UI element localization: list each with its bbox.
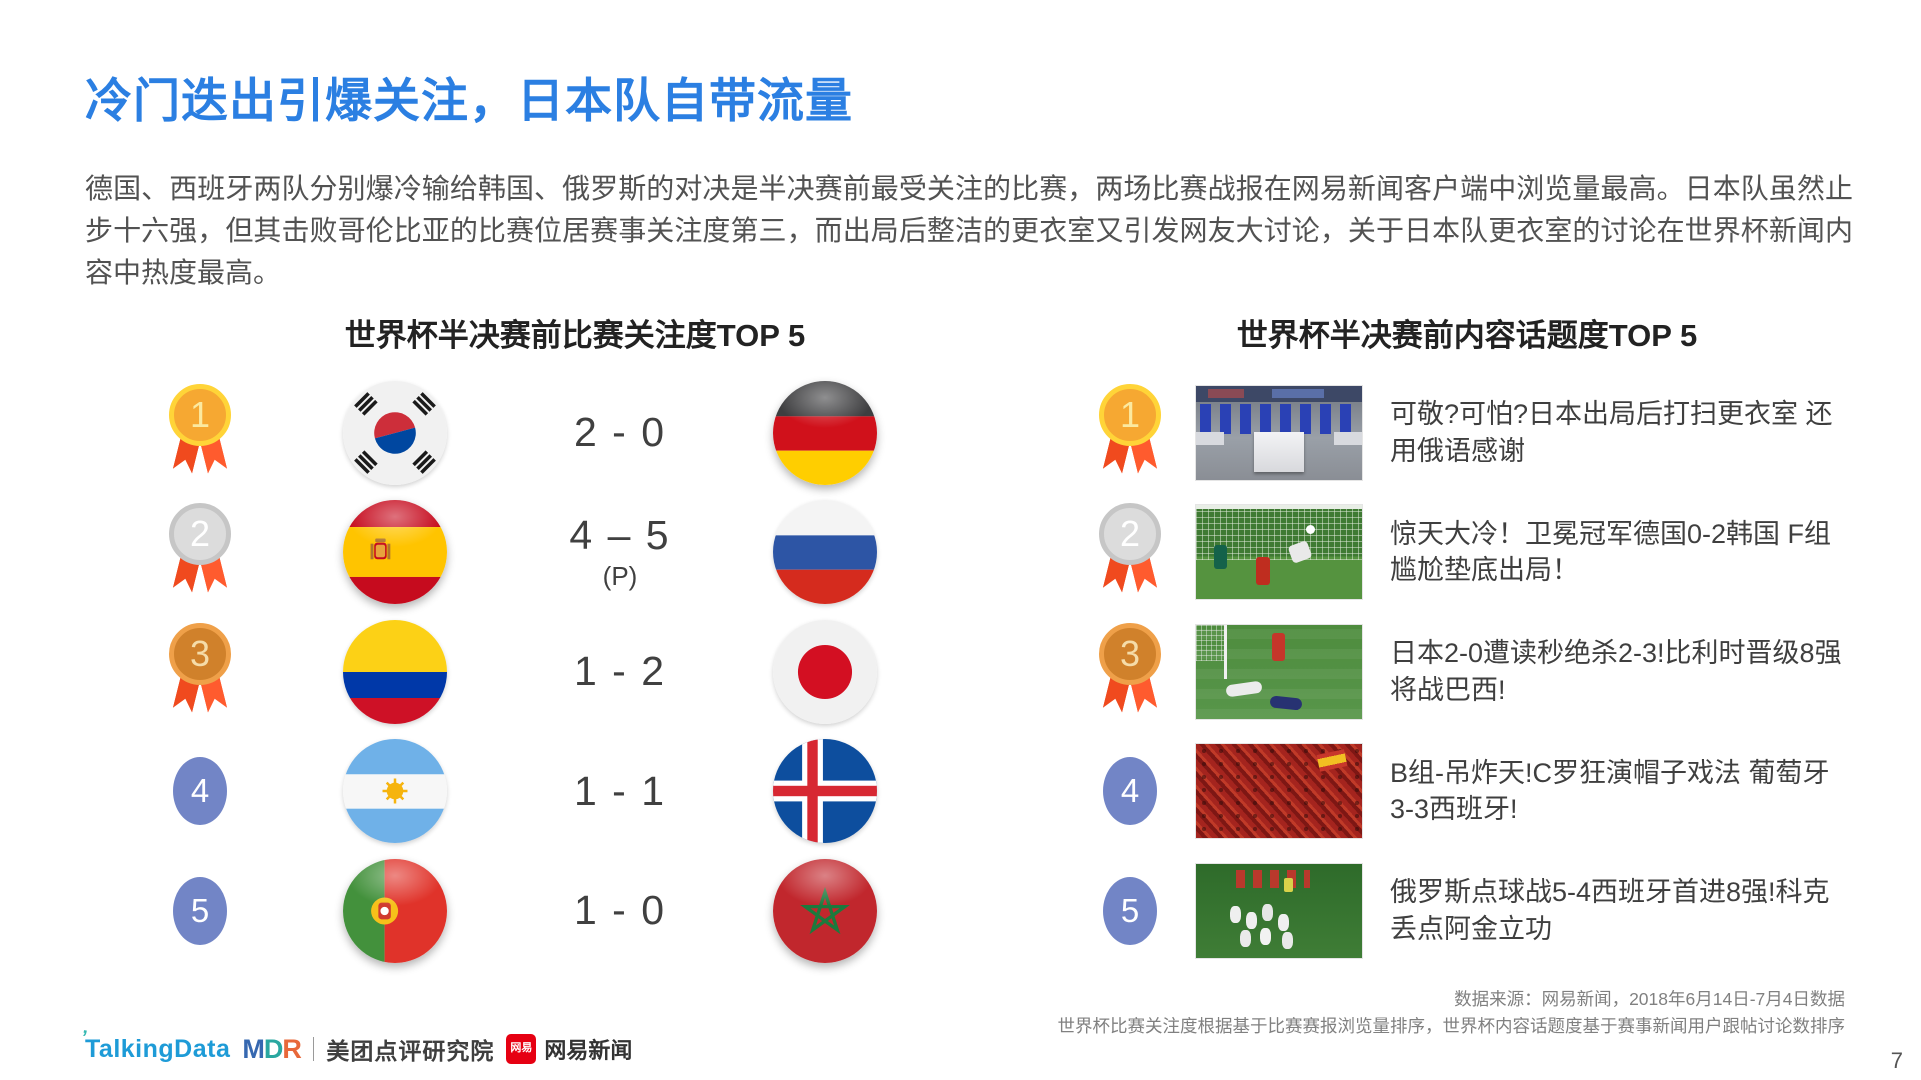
news-row: 1 可敬?可怕?日本出局后打扫更衣室 还用俄语感谢 — [1060, 373, 1860, 493]
match-score: 1 - 0 — [573, 887, 667, 934]
rank-circle: 4 — [173, 757, 227, 826]
netease-badge-icon: 网易 — [506, 1034, 537, 1064]
match-row: 4 1 - 1 — [120, 732, 930, 852]
rank-number: 3 — [169, 622, 231, 685]
iceland-flag-icon — [773, 739, 877, 844]
colombia-flag-icon — [343, 619, 447, 724]
germany-flag-icon — [773, 380, 877, 485]
bronze-medal-icon: 3 — [165, 622, 235, 721]
page-title: 冷门迭出引爆关注，日本队自带流量 — [85, 74, 853, 127]
russia-spain-celebrate-photo — [1196, 863, 1362, 958]
data-source-note: 数据来源：网易新闻，2018年6月14日-7月4日数据 世界杯比赛关注度根据基于… — [1058, 986, 1846, 1040]
news-headline: 日本2-0遭读秒绝杀2-3!比利时晋级8强将战巴西! — [1390, 638, 1842, 705]
news-headline: 可敬?可怕?日本出局后打扫更衣室 还用俄语感谢 — [1390, 399, 1833, 466]
penalty-note: (P) — [602, 561, 638, 592]
news-row: 4 B组-吊炸天!C罗狂演帽子戏法 葡萄牙3-3西班牙! — [1060, 732, 1860, 852]
rank-circle: 5 — [1103, 876, 1157, 945]
japan-locker-room-photo — [1196, 385, 1362, 480]
netease-news-label: 网易新闻 — [544, 1038, 633, 1063]
slide-body-text: 德国、西班牙两队分别爆冷输给韩国、俄罗斯的对决是半决赛前最受关注的比赛，两场比赛… — [85, 173, 1853, 288]
logo-divider — [312, 1037, 315, 1061]
rank-circle: 4 — [1103, 757, 1157, 826]
news-headline: B组-吊炸天!C罗狂演帽子戏法 葡萄牙3-3西班牙! — [1390, 757, 1830, 825]
germany-korea-goal-photo — [1196, 505, 1362, 600]
mdr-logo: MDR — [242, 1033, 301, 1064]
russia-flag-icon — [773, 500, 877, 605]
japan-belgium-pitch-photo — [1196, 624, 1362, 719]
left-section-title: 世界杯半决赛前比赛关注度TOP 5 — [344, 318, 806, 353]
portugal-spain-fans-photo — [1196, 744, 1362, 839]
match-row: 3 1 - 2 — [120, 612, 930, 732]
south-korea-flag-icon — [343, 380, 447, 485]
spain-flag-icon — [343, 500, 447, 605]
data-source-line2: 世界杯比赛关注度根据基于比赛赛报浏览量排序，世界杯内容话题度基于赛事新闻用户跟帖… — [1057, 1016, 1846, 1037]
news-row: 2 惊天大冷！卫冕冠军德国0-2韩国 F组尴尬垫底出局！ — [1060, 493, 1860, 613]
news-headline: 俄罗斯点球战5-4西班牙首进8强!科克丢点阿金立功 — [1390, 877, 1830, 944]
news-headline: 惊天大冷！卫冕冠军德国0-2韩国 F组尴尬垫底出局！ — [1390, 518, 1832, 586]
silver-medal-icon: 2 — [165, 503, 235, 601]
match-score: 4 – 5 (P) — [510, 512, 730, 592]
portugal-flag-icon — [343, 858, 447, 963]
japan-flag-icon — [773, 619, 877, 724]
silver-medal-icon: 2 — [1095, 503, 1165, 601]
news-row: 3 日本2-0遭读秒绝杀2-3!比利时晋级8强将战巴西! — [1060, 612, 1860, 732]
rank-number: 2 — [169, 503, 231, 566]
right-section-title: 世界杯半决赛前内容话题度TOP 5 — [1236, 318, 1698, 353]
rank-number: 1 — [169, 383, 231, 446]
data-source-line1: 数据来源：网易新闻，2018年6月14日-7月4日数据 — [1454, 989, 1845, 1009]
match-score: 1 - 1 — [573, 767, 667, 814]
morocco-flag-icon — [773, 858, 877, 963]
match-row: 5 1 - 0 — [120, 851, 930, 971]
page-number: 7 — [1890, 1048, 1903, 1073]
footer-logos: ’ TalkingData MDR 美团点评研究院 网易 网易新闻 — [78, 1026, 633, 1066]
match-score: 1 - 2 — [573, 648, 667, 695]
match-row: 2 4 – 5 — [120, 493, 930, 613]
news-ranking-list: 1 可敬?可怕?日本出局后打扫更衣室 还用俄语感谢 2 惊天大冷！卫冕冠军德国 — [1060, 373, 1860, 971]
rank-number: 2 — [1099, 503, 1161, 566]
gold-medal-icon: 1 — [165, 383, 235, 482]
match-row: 1 — [120, 373, 930, 493]
rank-number: 3 — [1099, 622, 1161, 685]
match-ranking-list: 1 — [120, 373, 930, 971]
rank-circle: 5 — [173, 876, 227, 945]
gold-medal-icon: 1 — [1095, 383, 1165, 482]
meituan-dianping-research-label: 美团点评研究院 — [326, 1038, 495, 1064]
rank-number: 1 — [1099, 383, 1161, 446]
news-row: 5 俄罗斯点球战5-4西班牙首进8强!科克丢点阿金立功 — [1060, 851, 1860, 971]
talkingdata-logo: ’ TalkingData — [78, 1026, 231, 1063]
match-score: 2 - 0 — [573, 409, 667, 456]
bronze-medal-icon: 3 — [1095, 622, 1165, 721]
argentina-flag-icon — [343, 739, 447, 844]
